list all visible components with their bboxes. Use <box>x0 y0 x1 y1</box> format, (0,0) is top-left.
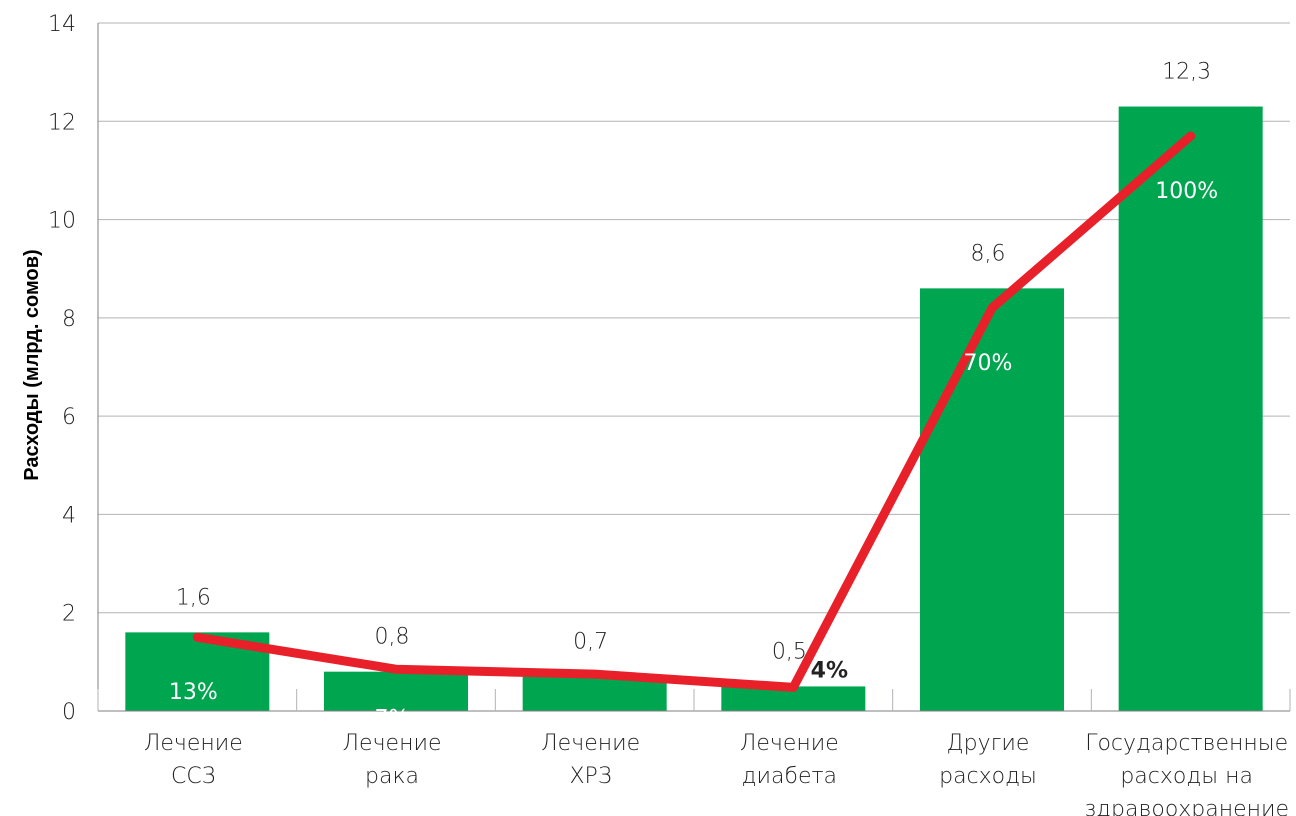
bar <box>522 676 667 711</box>
category-label: ССЗ <box>171 764 216 789</box>
y-tick-label: 12 <box>48 110 76 135</box>
category-labels: Лечение ССЗ Лечение рака Лечение ХРЗ Лечение ди… <box>144 731 1289 816</box>
value-label: 1,6 <box>176 585 211 610</box>
y-axis-label: Расходы (млрд. сомов) <box>21 249 43 480</box>
y-tick-label: 6 <box>62 405 76 430</box>
axes <box>97 23 1291 712</box>
y-tick-label: 2 <box>62 602 76 627</box>
percent-label: 100% <box>1155 179 1218 204</box>
category-label: ХРЗ <box>569 764 611 789</box>
value-labels: 1,6 0,8 0,7 0,5 8,6 12,3 <box>176 60 1211 665</box>
trend-line <box>192 131 1196 692</box>
value-label: 0,5 <box>772 639 807 664</box>
percent-label: 70% <box>964 351 1013 376</box>
value-label: 0,7 <box>573 630 608 655</box>
y-tick-label: 4 <box>62 503 76 528</box>
trend-line-path <box>192 131 1196 692</box>
category-label: Лечение <box>342 731 441 756</box>
y-tick-label: 14 <box>48 12 76 37</box>
percent-label: 7% <box>375 707 410 732</box>
category-label: Лечение <box>740 731 839 756</box>
y-tick-label: 10 <box>48 209 76 234</box>
y-tick-labels: 0 2 4 6 8 10 12 14 <box>48 12 76 725</box>
percent-labels: 13% 7% 6% 4% 70% 100% <box>169 179 1218 737</box>
category-label: рака <box>365 764 419 789</box>
category-label: Государственные <box>1085 731 1288 756</box>
percent-label: 4% <box>811 658 848 683</box>
bar <box>1118 106 1263 712</box>
grid-lines <box>98 22 1290 614</box>
category-label: Лечение <box>144 731 243 756</box>
value-label: 12,3 <box>1162 60 1211 85</box>
y-tick-label: 8 <box>62 307 76 332</box>
category-label: Другие <box>947 731 1030 756</box>
y-tick-label: 0 <box>62 700 76 725</box>
bar <box>324 671 468 711</box>
percent-label: 6% <box>573 712 608 737</box>
category-label: Лечение <box>541 731 640 756</box>
value-label: 0,8 <box>375 625 410 650</box>
bar <box>920 288 1064 711</box>
category-label: здравоохранение <box>1084 797 1289 816</box>
value-label: 8,6 <box>971 241 1006 266</box>
category-label: расходы на <box>1120 764 1253 789</box>
bars <box>125 106 1263 712</box>
percent-label: 13% <box>169 680 218 705</box>
category-label: расходы <box>939 764 1037 789</box>
category-label: диабета <box>742 764 837 789</box>
